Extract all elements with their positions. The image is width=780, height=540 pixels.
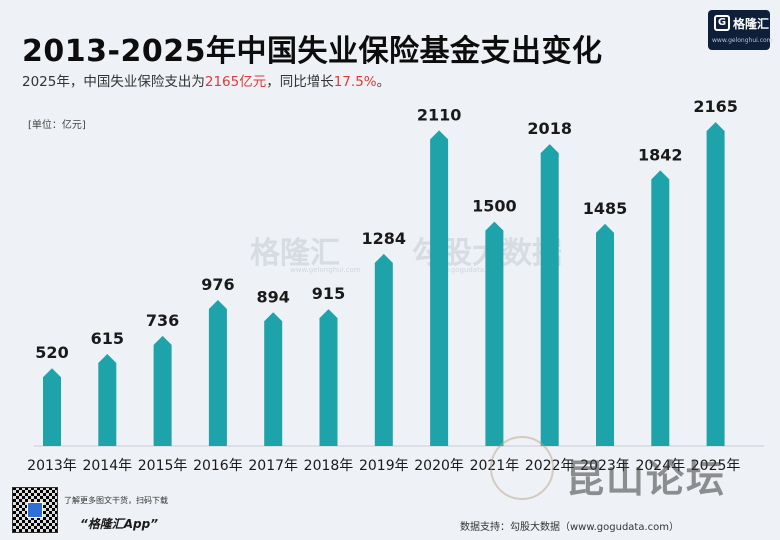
watermark-gogudata-url: www.gogudata.com bbox=[432, 266, 502, 274]
value-label-2019年: 1284 bbox=[362, 229, 407, 248]
subtitle-value: 2165亿元 bbox=[204, 74, 267, 90]
x-tick-label-2014年: 2014年 bbox=[82, 458, 132, 474]
logo-url: www.gelonghui.com bbox=[712, 37, 773, 44]
x-tick-label-2015年: 2015年 bbox=[138, 458, 188, 474]
x-tick-label-2023年: 2023年 bbox=[580, 458, 630, 474]
bar-2014年 bbox=[98, 353, 117, 446]
watermark-gelonghui: 格隆汇 bbox=[250, 236, 340, 271]
value-label-2023年: 1485 bbox=[583, 199, 628, 218]
value-label-2013年: 520 bbox=[35, 343, 68, 362]
subtitle-prefix: 2025年，中国失业保险支出为 bbox=[22, 74, 205, 90]
value-label-2024年: 1842 bbox=[638, 145, 683, 164]
value-label-2021年: 1500 bbox=[472, 197, 517, 216]
logo-name: 格隆汇 bbox=[733, 17, 770, 31]
bar-2013年 bbox=[43, 368, 61, 446]
x-tick-label-2018年: 2018年 bbox=[304, 458, 354, 474]
value-label-2020年: 2110 bbox=[417, 105, 462, 124]
bar-2020年 bbox=[430, 130, 449, 446]
x-tick-label-2016年: 2016年 bbox=[193, 458, 243, 474]
bar-2018年 bbox=[319, 309, 338, 446]
x-tick-label-2019年: 2019年 bbox=[359, 458, 409, 474]
bar-2024年 bbox=[651, 170, 670, 446]
subtitle: 2025年，中国失业保险支出为2165亿元，同比增长17.5%。 bbox=[22, 70, 390, 90]
footer-app-name: “格隆汇App” bbox=[80, 517, 158, 531]
bar-2019年 bbox=[374, 253, 393, 446]
bar-2023年 bbox=[596, 223, 614, 446]
value-label-2014年: 615 bbox=[91, 329, 124, 348]
qr-code-icon bbox=[12, 487, 58, 533]
bar-2015年 bbox=[153, 335, 172, 446]
page-title: 2013-2025年中国失业保险基金支出变化 bbox=[22, 34, 603, 69]
value-label-2015年: 736 bbox=[146, 311, 179, 330]
unit-label: [单位：亿元] bbox=[28, 120, 86, 131]
bar-2017年 bbox=[264, 312, 283, 446]
x-tick-label-2025年: 2025年 bbox=[691, 458, 741, 474]
value-label-2016年: 976 bbox=[201, 275, 234, 294]
subtitle-suffix: 。 bbox=[376, 74, 391, 90]
bars-group bbox=[43, 122, 725, 447]
subtitle-growth: 17.5% bbox=[333, 74, 377, 90]
subtitle-middle: ，同比增长 bbox=[266, 74, 334, 90]
footer-tagline: 了解更多图文干货，扫码下载 bbox=[64, 496, 168, 505]
x-tick-label-2024年: 2024年 bbox=[635, 458, 685, 474]
g-logo-icon: G bbox=[714, 15, 730, 31]
watermark-forum: 昆山论坛 bbox=[566, 457, 727, 501]
data-source: 数据支持：勾股大数据（www.gogudata.com） bbox=[460, 522, 680, 533]
value-label-2017年: 894 bbox=[256, 287, 289, 306]
bar-2025年 bbox=[706, 122, 725, 446]
forum-seal-icon bbox=[490, 436, 554, 500]
bar-2022年 bbox=[540, 144, 559, 447]
x-tick-label-2020年: 2020年 bbox=[414, 458, 464, 474]
bar-2021年 bbox=[485, 221, 504, 446]
value-label-2025年: 2165 bbox=[693, 97, 738, 116]
value-label-2018年: 915 bbox=[312, 284, 345, 303]
x-tick-label-2017年: 2017年 bbox=[248, 458, 298, 474]
x-tick-label-2013年: 2013年 bbox=[27, 458, 77, 474]
value-labels-group: 520 615 736 976 894 915 1284 2110 1500 2018 1485 18… bbox=[35, 97, 738, 362]
gelonghui-logo: G 格隆汇 www.gelonghui.com bbox=[708, 10, 773, 50]
value-label-2022年: 2018 bbox=[527, 119, 572, 138]
watermark-gelonghui-url: www.gelonghui.com bbox=[290, 266, 361, 274]
bar-2016年 bbox=[208, 299, 227, 446]
